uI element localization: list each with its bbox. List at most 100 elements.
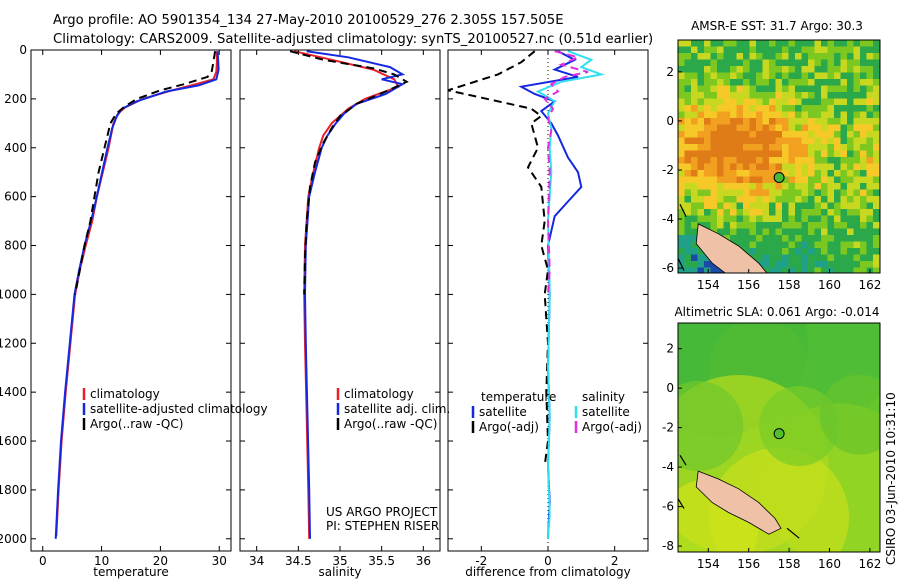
sst-cell: [879, 254, 880, 262]
sst-cell: [847, 85, 854, 93]
sst-cell: [691, 150, 698, 158]
sst-cell: [795, 137, 802, 145]
sst-cell: [866, 53, 874, 60]
x-tick-label: 156: [737, 278, 760, 292]
sst-cell: [866, 40, 874, 47]
sst-cell: [853, 235, 861, 242]
sst-cell: [801, 267, 809, 273]
sst-cell: [814, 228, 822, 236]
sst-cell: [808, 215, 815, 223]
x-tick-label: 35: [332, 554, 347, 568]
legend-label: climatology: [344, 387, 414, 401]
sst-cell: [743, 196, 750, 203]
sst-cell: [775, 124, 783, 132]
sst-cell: [879, 235, 880, 242]
sst-cell: [782, 261, 789, 268]
sst-cell: [736, 105, 744, 112]
sst-cell: [873, 215, 880, 223]
sst-cell: [749, 98, 757, 106]
sst-cell: [762, 176, 770, 184]
sst-cell: [775, 72, 783, 80]
sst-cell: [730, 209, 737, 216]
sst-cell: [879, 176, 880, 184]
sst-cell: [808, 144, 815, 151]
sst-cell: [814, 66, 822, 73]
sst-cell: [769, 202, 776, 210]
sst-cell: [814, 241, 822, 249]
sst-cell: [782, 157, 789, 164]
sst-cell: [879, 118, 880, 125]
sst-cell: [749, 228, 757, 236]
sst-cell: [834, 40, 841, 47]
sst-cell: [808, 248, 815, 255]
sst-cell: [762, 248, 770, 255]
y-tick-label: -2: [662, 163, 674, 177]
sst-cell: [860, 261, 867, 268]
sst-cell: [749, 79, 757, 86]
sst-cell: [788, 189, 796, 197]
sst-cell: [678, 98, 685, 106]
header-line-1: Argo profile: AO 5901354_134 27-May-2010…: [53, 13, 564, 28]
sst-cell: [736, 98, 744, 106]
sst-cell: [762, 267, 770, 273]
sst-cell: [723, 170, 731, 177]
sst-cell: [775, 202, 783, 210]
sst-cell: [788, 254, 796, 262]
sst-cell: [684, 137, 692, 145]
sst-cell: [860, 72, 867, 80]
sst-cell: [801, 248, 809, 255]
sst-cell: [782, 196, 789, 203]
sst-cell: [788, 111, 796, 119]
map-field: [678, 323, 880, 552]
sst-cell: [873, 241, 880, 249]
sst-cell: [801, 131, 809, 138]
sst-cell: [814, 202, 822, 210]
sst-cell: [756, 118, 763, 125]
sst-cell: [821, 53, 828, 60]
sst-cell: [840, 176, 848, 184]
sst-cell: [717, 131, 724, 138]
sst-cell: [762, 144, 770, 151]
sst-cell: [795, 163, 802, 171]
sst-cell: [769, 66, 776, 73]
sst-cell: [730, 228, 737, 236]
sst-cell: [730, 118, 737, 125]
sst-cell: [730, 157, 737, 164]
sst-cell: [691, 111, 698, 119]
sst-cell: [840, 235, 848, 242]
sst-cell: [691, 53, 698, 60]
sst-cell: [775, 85, 783, 93]
sst-cell: [710, 66, 718, 73]
sst-cell: [860, 183, 867, 190]
sst-cell: [840, 170, 848, 177]
sst-cell: [860, 144, 867, 151]
sst-cell: [749, 46, 757, 54]
sst-cell: [684, 66, 692, 73]
sst-cell: [697, 85, 705, 93]
sst-cell: [762, 111, 770, 119]
sst-cell: [710, 189, 718, 197]
x-tick-label: 156: [737, 557, 760, 571]
sst-cell: [840, 53, 848, 60]
sla-blob: [678, 381, 744, 472]
sst-cell: [769, 248, 776, 255]
sst-cell: [697, 144, 705, 151]
sst-cell: [860, 196, 867, 203]
sst-cell: [756, 105, 763, 112]
sst-cell: [678, 267, 685, 273]
sst-cell: [723, 183, 731, 190]
sst-cell: [801, 241, 809, 249]
sst-cell: [834, 131, 841, 138]
sst-cell: [827, 72, 835, 80]
sst-cell: [847, 183, 854, 190]
sst-cell: [710, 111, 718, 119]
sst-cell: [717, 222, 724, 229]
sst-cell: [749, 53, 757, 60]
sst-cell: [853, 46, 861, 54]
sst-cell: [834, 85, 841, 93]
sst-cell: [879, 183, 880, 190]
sst-cell: [769, 183, 776, 190]
landmass: [695, 470, 782, 535]
sst-cell: [717, 59, 724, 67]
sst-cell: [860, 222, 867, 229]
